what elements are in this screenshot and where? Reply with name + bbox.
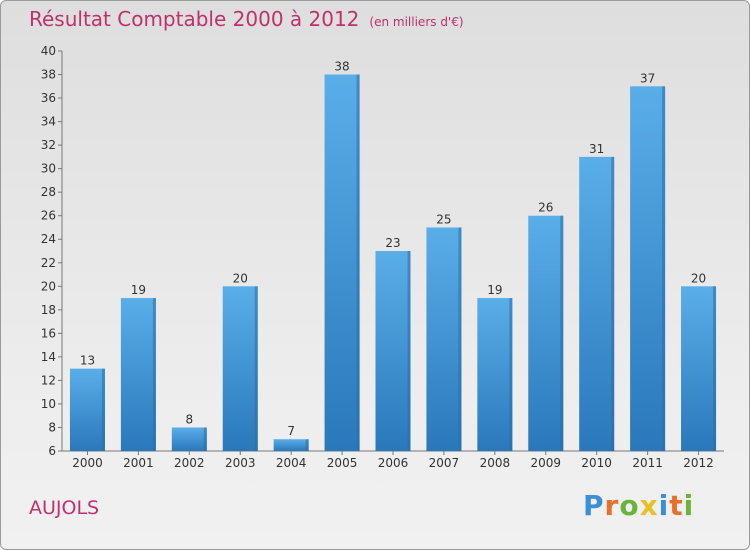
data-labels: 13 19 8 20 7 38 23 25 19 26 31 37 20 (80, 60, 706, 439)
bar-2005 (324, 74, 360, 451)
y-tick-label: 16 (41, 326, 56, 340)
data-label-2004: 7 (287, 424, 295, 438)
y-tick-label: 12 (41, 373, 56, 387)
data-label-2002: 8 (185, 412, 193, 426)
data-label-2008: 19 (487, 283, 502, 297)
y-tick-label: 36 (41, 91, 56, 105)
logo-letter: P (583, 489, 605, 522)
y-axis: 6 8 10 12 14 16 18 20 22 24 26 28 30 32 34 36 38 40 (41, 44, 63, 458)
data-label-2003: 20 (233, 271, 248, 285)
x-tick-label-2001: 2001 (123, 456, 154, 470)
y-tick-label: 40 (41, 44, 56, 58)
logo-letter: t (669, 489, 684, 522)
bar-shade-2012 (713, 286, 717, 451)
y-tick-label: 34 (41, 115, 56, 129)
bar-2001 (120, 298, 156, 451)
bar-2011 (630, 86, 666, 451)
y-tick-label: 10 (41, 397, 56, 411)
bar-shade-2004 (305, 439, 309, 451)
bar-shade-2009 (560, 215, 564, 451)
x-tick-label-2009: 2009 (530, 456, 561, 470)
bar-2000 (69, 368, 105, 451)
bar-shade-2006 (407, 251, 411, 451)
data-label-2010: 31 (589, 142, 604, 156)
y-tick-label: 24 (41, 232, 56, 246)
bar-shade-2002 (203, 427, 207, 451)
y-tick-label: 28 (41, 185, 56, 199)
data-label-2007: 25 (436, 212, 451, 226)
bar-shade-2003 (254, 286, 258, 451)
x-tick-label-2010: 2010 (581, 456, 612, 470)
bar-2010 (579, 156, 615, 451)
x-tick-label-2008: 2008 (480, 456, 511, 470)
commune-name: AUJOLS (29, 497, 100, 519)
bars (69, 74, 717, 451)
bar-2004 (273, 439, 309, 451)
x-tick-label-2002: 2002 (174, 456, 205, 470)
data-label-2000: 13 (80, 354, 95, 368)
data-label-2005: 38 (334, 60, 349, 74)
bar-shade-2011 (662, 86, 666, 451)
x-tick-label-2012: 2012 (683, 456, 714, 470)
x-tick-label-2006: 2006 (378, 456, 409, 470)
chart-title-unit: (en milliers d'€) (369, 15, 464, 29)
y-tick-label: 22 (41, 256, 56, 270)
y-tick-label: 38 (41, 68, 56, 82)
y-tick-label: 20 (41, 279, 56, 293)
logo-letter: i (658, 489, 670, 522)
y-tick-label: 30 (41, 162, 56, 176)
bar-shade-2010 (611, 156, 615, 451)
chart-title: Résultat Comptable 2000 à 2012 (en millie… (29, 7, 464, 31)
bar-shade-2001 (152, 298, 156, 451)
data-label-2012: 20 (691, 271, 706, 285)
bar-shade-2008 (509, 298, 513, 451)
bar-2008 (477, 298, 513, 451)
bar-2009 (528, 215, 564, 451)
y-tick-label: 32 (41, 138, 56, 152)
x-tick-label-2011: 2011 (632, 456, 663, 470)
x-tick-label-2003: 2003 (225, 456, 256, 470)
data-label-2009: 26 (538, 201, 553, 215)
x-tick-label-2007: 2007 (429, 456, 460, 470)
bar-shade-2007 (458, 227, 462, 451)
logo-letter: x (639, 489, 659, 522)
data-label-2001: 19 (131, 283, 146, 297)
chart-title-text: Résultat Comptable 2000 à 2012 (29, 7, 360, 31)
x-tick-label-2000: 2000 (72, 456, 103, 470)
x-tick-label-2004: 2004 (276, 456, 307, 470)
logo-letter: r (604, 489, 620, 522)
data-label-2011: 37 (640, 71, 655, 85)
bar-2006 (375, 251, 411, 451)
proxiti-logo[interactable]: Proxiti (583, 489, 694, 522)
y-tick-label: 8 (48, 420, 56, 434)
y-tick-label: 18 (41, 303, 56, 317)
x-axis: 2000 2001 2002 2003 2004 2005 2006 2007 2008 2009… (62, 450, 724, 470)
bar-2003 (222, 286, 258, 451)
logo-letter: i (683, 489, 695, 522)
bar-shade-2000 (101, 368, 105, 451)
bar-2007 (426, 227, 462, 451)
y-tick-label: 6 (48, 444, 56, 458)
bar-shade-2005 (356, 74, 360, 451)
x-tick-label-2005: 2005 (327, 456, 358, 470)
bar-2012 (681, 286, 717, 451)
bar-2002 (171, 427, 207, 451)
data-label-2006: 23 (385, 236, 400, 250)
logo-letter: o (619, 489, 640, 522)
y-tick-label: 14 (41, 350, 56, 364)
y-tick-label: 26 (41, 209, 56, 223)
